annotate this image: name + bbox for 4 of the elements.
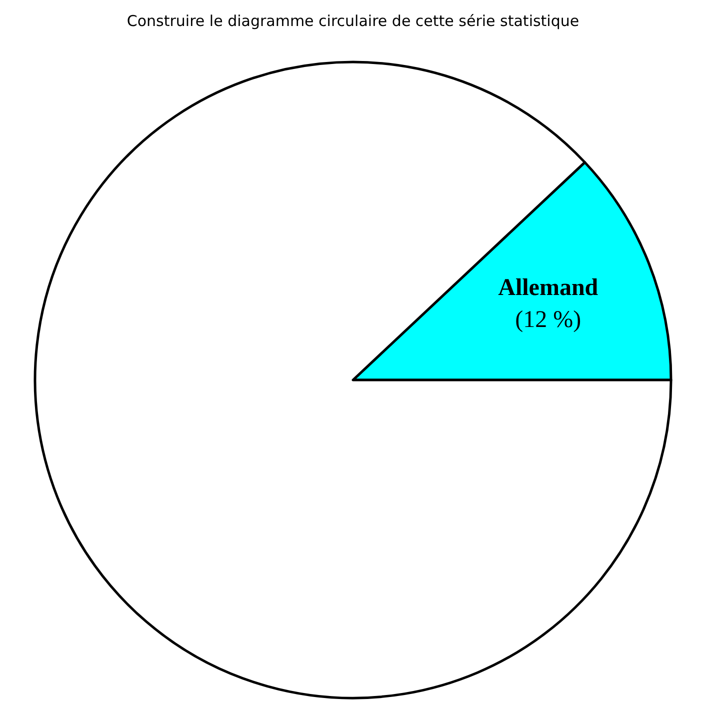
pie-slice <box>34 61 672 700</box>
data-label: (12 %) <box>515 306 582 333</box>
chart-title: Construire le diagramme circulaire de cette série statistique <box>126 12 580 30</box>
slice-label: Allemand <box>498 274 599 301</box>
